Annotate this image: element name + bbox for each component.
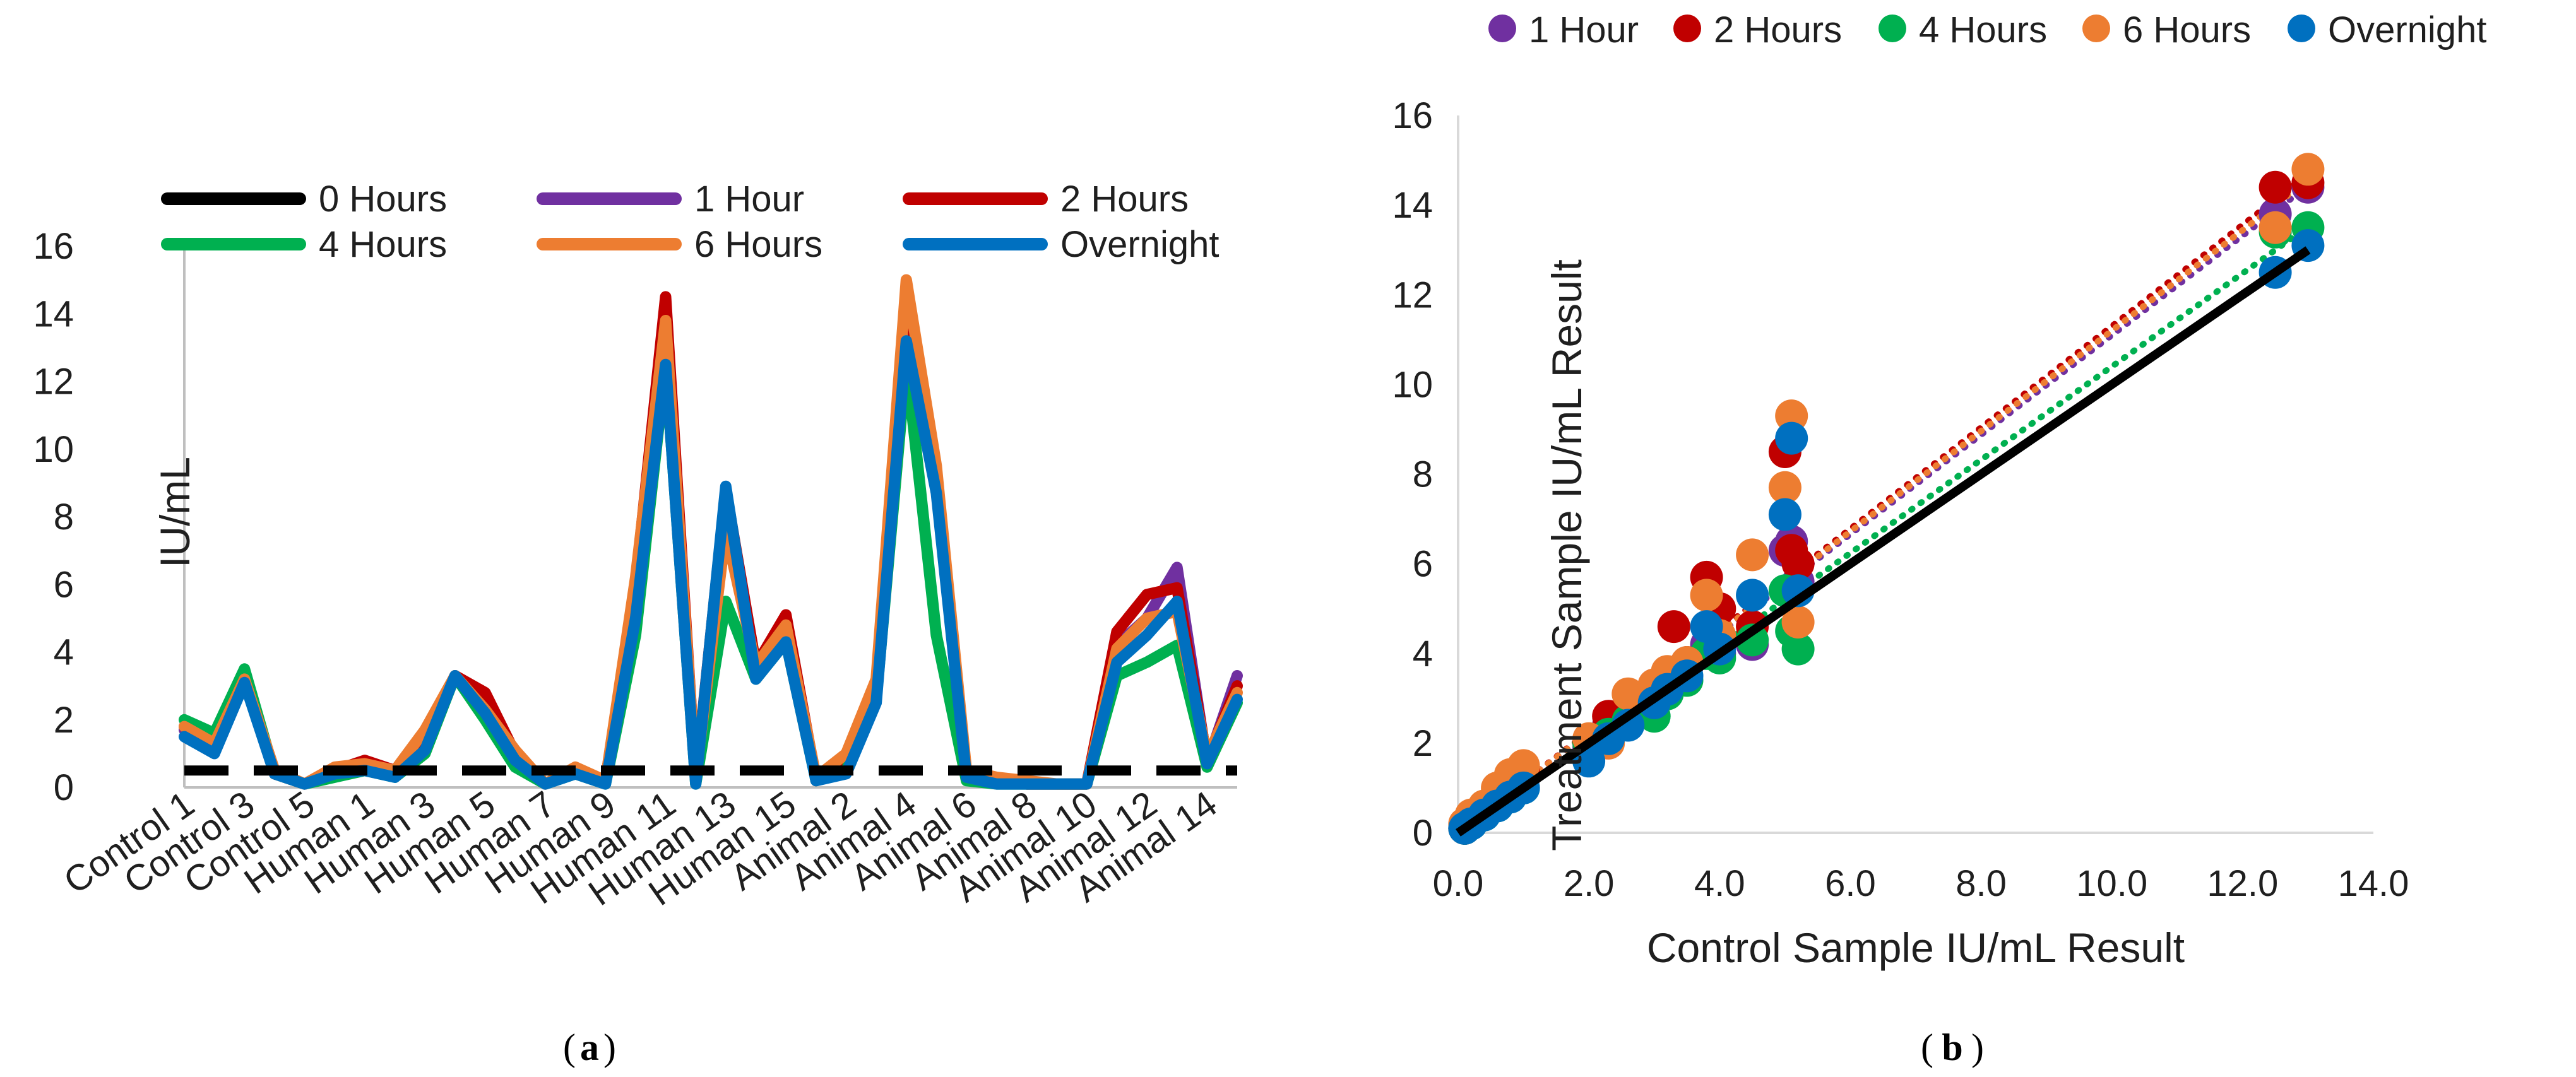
panel-b-point-2-hours-10 (1657, 610, 1690, 644)
panel-a-legend-label-1-hour: 1 Hour (694, 179, 804, 220)
panel-a-y-tick-0: 0 (54, 767, 74, 808)
panel-b-x-tick-4-0: 4.0 (1694, 863, 1745, 904)
panel-b-x-tick-8-0: 8.0 (1956, 863, 2007, 904)
panel-b-point-6-hours-12 (1690, 579, 1723, 612)
panel-a-legend-label-2-hours: 2 Hours (1060, 179, 1189, 220)
svg-text:(: ( (1921, 1027, 1933, 1068)
panel-b-x-tick-0-0: 0.0 (1433, 863, 1484, 904)
panel-b-y-tick-0: 0 (1413, 813, 1433, 854)
panel-b-legend-label-2-hours: 2 Hours (1714, 9, 1842, 50)
panel-a-y-tick-10: 10 (33, 429, 74, 470)
panel-a-y-tick-14: 14 (33, 293, 74, 334)
panel-b-x-tick-6-0: 6.0 (1825, 863, 1876, 904)
panel-b-caption: ( b ) (1921, 1027, 1984, 1068)
panel-a-y-tick-6: 6 (54, 564, 74, 605)
panel-b-y-tick-14: 14 (1392, 185, 1433, 226)
panel-b-point-overnight-16 (1775, 421, 1808, 455)
panel-a-legend-label-overnight: Overnight (1060, 224, 1219, 265)
panel-a-legend-label-4-hours: 4 Hours (319, 224, 447, 265)
panel-b-x-tick-10-0: 10.0 (2076, 863, 2147, 904)
panel-a-y-tick-12: 12 (33, 362, 74, 403)
panel-b-point-6-hours-8 (1611, 677, 1645, 710)
panel-a-legend-label-6-hours: 6 Hours (694, 224, 822, 265)
panel-a-y-tick-16: 16 (33, 226, 74, 267)
panel-b-legend-marker-overnight (2288, 15, 2315, 42)
panel-b-point-2-hours-18 (2258, 170, 2292, 204)
panel-b-identity-line (1456, 246, 2311, 837)
panel-a-label: a (580, 1027, 599, 1068)
panel-b-x-tick-14-0: 14.0 (2338, 863, 2409, 904)
panel-b-label: b (1942, 1027, 1962, 1068)
panel-b-y-tick-8: 8 (1413, 454, 1433, 495)
panel-b-legend-label-6-hours: 6 Hours (2123, 9, 2251, 50)
panel-b-legend-label-4-hours: 4 Hours (1919, 9, 2047, 50)
panel-b-point-6-hours-14 (1736, 538, 1769, 572)
panel-b-y-tick-4: 4 (1413, 633, 1433, 674)
panel-a-caption: ( a ) (563, 1027, 616, 1068)
panel-b-point-6-hours-18 (2258, 211, 2292, 244)
panel-a-y-tick-8: 8 (54, 497, 74, 538)
panel-b-y-axis-label: Treatment Sample IU/mL Result (1543, 259, 1590, 851)
panel-b-y-tick-12: 12 (1392, 274, 1433, 315)
panel-a-legend-label-0-hours: 0 Hours (319, 179, 447, 220)
panel-b-legend-marker-1-hour (1488, 15, 1516, 42)
panel-a-y-tick-2: 2 (54, 700, 74, 741)
panel-b-y-tick-10: 10 (1392, 364, 1433, 405)
panel-b-legend-marker-6-hours (2082, 15, 2110, 42)
panel-b-scatter-chart: 0 2 4 6 8 10 12 14 16 0.0 2.0 4.0 6.0 8.0 10.0 12.0 14.… (1392, 9, 2486, 1068)
panel-a-series-4-hours (179, 355, 1243, 790)
panel-b-point-overnight-15 (1768, 498, 1801, 531)
panel-b-point-6-hours-15 (1768, 471, 1801, 504)
panel-b-legend-marker-2-hours (1673, 15, 1701, 42)
panel-b-point-overnight-14 (1736, 579, 1769, 612)
panel-b-point-6-hours-17 (1781, 606, 1815, 639)
panel-a-y-axis-label: IU/mL (151, 457, 198, 568)
svg-text:(: ( (563, 1027, 576, 1068)
panel-b-y-tick-16: 16 (1392, 95, 1433, 136)
svg-text:): ) (1971, 1027, 1984, 1068)
panel-b-legend-label-1-hour: 1 Hour (1529, 9, 1639, 50)
panel-b-y-tick-2: 2 (1413, 723, 1433, 764)
panel-b-point-6-hours-19 (2291, 153, 2325, 186)
panel-b-x-tick-2-0: 2.0 (1564, 863, 1615, 904)
panel-b-point-2-hours-17 (1781, 547, 1815, 580)
panel-a-y-tick-4: 4 (54, 632, 74, 673)
panel-b-legend-marker-4-hours (1879, 15, 1906, 42)
panel-b-point-4-hours-17 (1781, 632, 1815, 666)
svg-text:): ) (603, 1027, 616, 1068)
panel-b-y-tick-6: 6 (1413, 544, 1433, 585)
panel-b-legend-label-overnight: Overnight (2328, 9, 2486, 50)
panel-b-x-axis-label: Control Sample IU/mL Result (1647, 924, 2185, 971)
panel-b-x-tick-12-0: 12.0 (2207, 863, 2278, 904)
